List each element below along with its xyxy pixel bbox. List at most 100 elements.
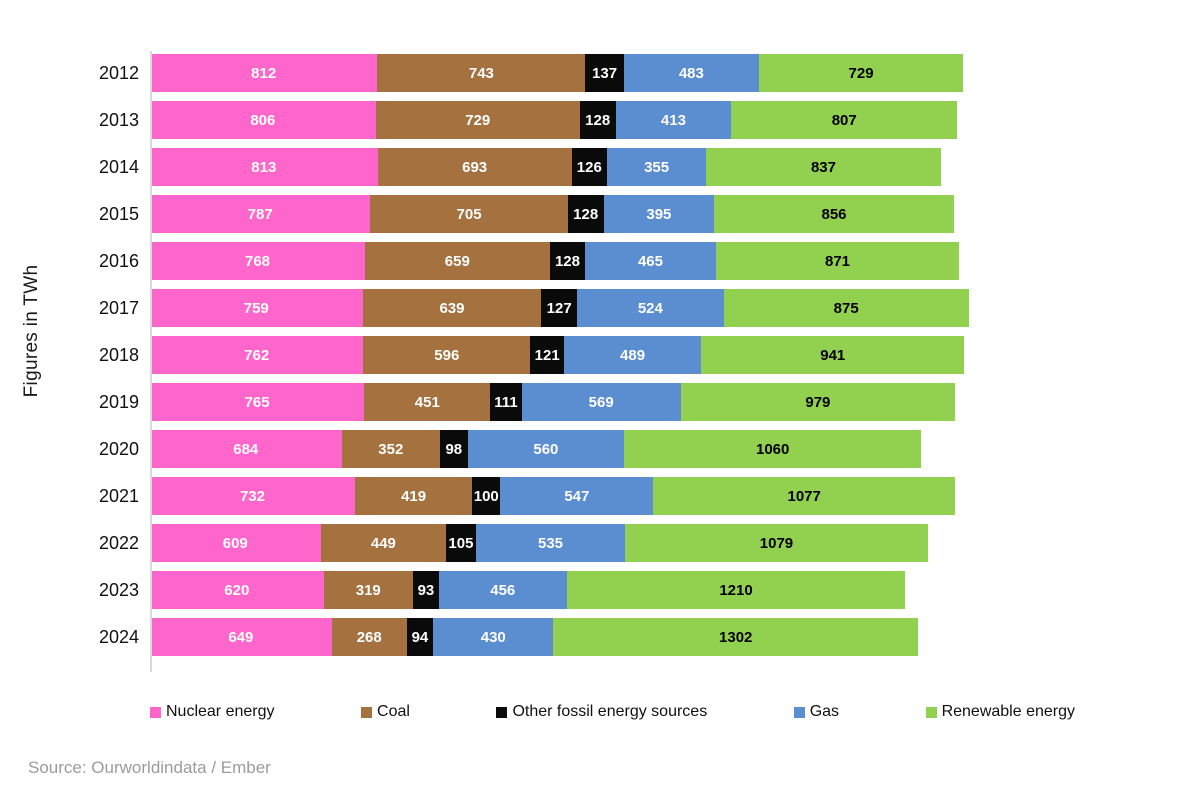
- bar-segment-coal: 705: [370, 195, 568, 233]
- segment-value-label: 489: [620, 346, 646, 364]
- year-tick-label: 2024: [98, 626, 139, 647]
- segment-value-label: 93: [417, 581, 435, 599]
- segment-value-label: 813: [251, 158, 277, 176]
- segment-value-label: 121: [534, 346, 560, 364]
- bar-segment-gas: 489: [564, 336, 702, 374]
- bar-segment-gas: 465: [585, 242, 716, 280]
- segment-value-label: 743: [468, 64, 494, 82]
- segment-value-label: 732: [239, 487, 265, 505]
- bar-segment-renewable-energy: 807: [731, 101, 958, 139]
- segment-value-label: 693: [462, 158, 488, 176]
- segment-value-label: 759: [243, 299, 269, 317]
- segment-value-label: 941: [820, 346, 846, 364]
- segment-value-label: 768: [245, 252, 271, 270]
- bar-segment-coal: 449: [320, 524, 447, 562]
- segment-value-label: 560: [533, 440, 559, 458]
- stacked-bar: 765 451 111 569 979: [150, 383, 955, 421]
- segment-value-label: 787: [247, 205, 273, 223]
- bar-rows: 2012 812 743 137 483 729 2013 806 729 128 413 807 20…: [0, 54, 1200, 656]
- bar-segment-nuclear-energy: 812: [150, 54, 378, 92]
- bar-segment-renewable-energy: 837: [706, 148, 941, 186]
- bar-segment-renewable-energy: 1302: [553, 618, 918, 656]
- segment-value-label: 812: [251, 64, 277, 82]
- stacked-bar: 812 743 137 483 729: [150, 54, 964, 92]
- legend-item-gas: Gas: [793, 703, 839, 721]
- segment-value-label: 395: [646, 205, 672, 223]
- segment-value-label: 1302: [719, 628, 753, 646]
- bar-segment-nuclear-energy: 768: [150, 242, 366, 280]
- bar-row: 2020 684 352 98 560 1060: [0, 430, 1200, 468]
- segment-value-label: 1210: [719, 581, 753, 599]
- bar-segment-gas: 569: [521, 383, 681, 421]
- bar-segment-nuclear-energy: 762: [150, 336, 364, 374]
- segment-value-label: 871: [824, 252, 851, 270]
- segment-value-label: 355: [644, 158, 670, 176]
- segment-value-label: 413: [660, 111, 686, 129]
- segment-value-label: 807: [831, 111, 857, 129]
- bar-row: 2014 813 693 126 355 837: [0, 148, 1200, 186]
- year-tick-label: 2013: [98, 109, 139, 130]
- segment-value-label: 1077: [787, 487, 821, 505]
- segment-value-label: 856: [821, 205, 847, 223]
- segment-value-label: 319: [355, 581, 381, 599]
- year-tick-label: 2023: [98, 579, 139, 600]
- segment-value-label: 535: [538, 534, 564, 552]
- segment-value-label: 875: [833, 299, 859, 317]
- segment-value-label: 729: [848, 64, 874, 82]
- segment-value-label: 483: [678, 64, 704, 82]
- chart-legend: Nuclear energy Coal Other fossil energy so…: [150, 703, 1075, 721]
- bar-row: 2019 765 451 111 569 979: [0, 383, 1200, 421]
- segment-value-label: 127: [546, 299, 572, 317]
- bar-segment-nuclear-energy: 813: [150, 148, 378, 186]
- year-tick-label: 2014: [98, 156, 139, 177]
- stacked-bar: 768 659 128 465 871: [150, 242, 960, 280]
- bar-segment-other-fossil-energy-sources: 128: [579, 101, 616, 139]
- year-tick-label: 2015: [98, 203, 139, 224]
- bar-row: 2018 762 596 121 489 941: [0, 336, 1200, 374]
- segment-value-label: 569: [588, 393, 614, 411]
- bar-segment-nuclear-energy: 609: [150, 524, 321, 562]
- bar-segment-gas: 483: [623, 54, 759, 92]
- bar-segment-other-fossil-energy-sources: 98: [440, 430, 468, 468]
- bar-segment-other-fossil-energy-sources: 93: [412, 571, 439, 609]
- bar-segment-gas: 456: [438, 571, 567, 609]
- segment-value-label: 762: [244, 346, 270, 364]
- bar-segment-coal: 596: [363, 336, 531, 374]
- segment-value-label: 451: [414, 393, 440, 411]
- bar-segment-nuclear-energy: 787: [150, 195, 371, 233]
- bar-segment-other-fossil-energy-sources: 126: [571, 148, 607, 186]
- bar-segment-gas: 535: [475, 524, 626, 562]
- bar-segment-gas: 355: [606, 148, 707, 186]
- year-tick-label: 2016: [98, 250, 139, 271]
- bar-segment-coal: 419: [354, 477, 473, 515]
- bar-segment-coal: 639: [362, 289, 542, 327]
- stacked-bar: 732 419 100 547 1077: [150, 477, 955, 515]
- bar-segment-coal: 729: [375, 101, 580, 139]
- segment-value-label: 649: [228, 628, 254, 646]
- segment-value-label: 1060: [756, 440, 790, 458]
- legend-item-nuclear-energy: Nuclear energy: [150, 703, 275, 721]
- stacked-bar: 684 352 98 560 1060: [150, 430, 922, 468]
- bar-segment-gas: 524: [576, 289, 724, 327]
- segment-value-label: 729: [465, 111, 491, 129]
- stacked-bar: 609 449 105 535 1079: [150, 524, 928, 562]
- year-tick-label: 2021: [98, 485, 139, 506]
- segment-value-label: 128: [554, 252, 580, 270]
- bar-segment-renewable-energy: 856: [714, 195, 954, 233]
- bar-segment-gas: 395: [603, 195, 715, 233]
- segment-value-label: 137: [592, 64, 618, 82]
- bar-row: 2023 620 319 93 456 1210: [0, 571, 1200, 609]
- segment-value-label: 449: [370, 534, 396, 552]
- stacked-bar: 806 729 128 413 807: [150, 101, 958, 139]
- segment-value-label: 705: [456, 205, 482, 223]
- segment-value-label: 105: [448, 534, 474, 552]
- segment-value-label: 111: [494, 393, 518, 411]
- bar-segment-gas: 430: [433, 618, 554, 656]
- segment-value-label: 639: [439, 299, 465, 317]
- bar-segment-other-fossil-energy-sources: 100: [472, 477, 501, 515]
- segment-value-label: 465: [637, 252, 663, 270]
- bar-row: 2024 649 268 94 430 1302: [0, 618, 1200, 656]
- legend-label: Other fossil energy sources: [512, 703, 708, 720]
- bar-segment-nuclear-energy: 649: [150, 618, 332, 656]
- bar-row: 2016 768 659 128 465 871: [0, 242, 1200, 280]
